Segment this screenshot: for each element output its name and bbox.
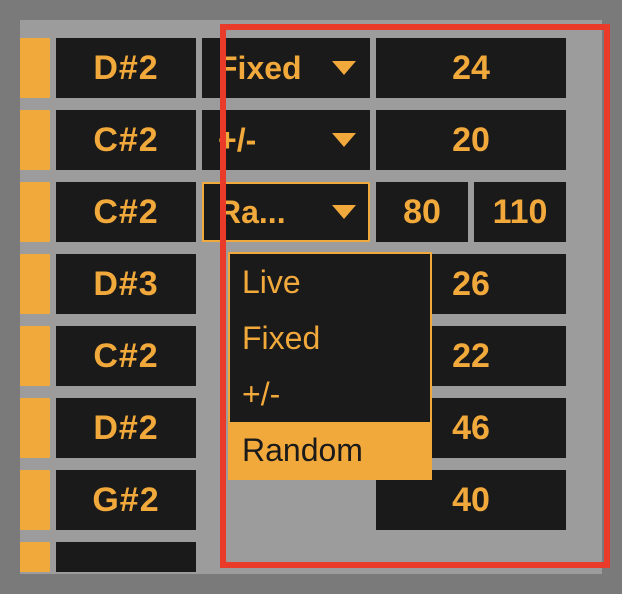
row-color-chip bbox=[20, 254, 50, 314]
note-cell[interactable]: D#3 bbox=[56, 254, 196, 314]
table-row: C#2 Ra... 80 110 bbox=[20, 182, 602, 242]
mode-dropdown-menu[interactable]: Live Fixed +/- Random bbox=[228, 252, 432, 480]
row-color-chip bbox=[20, 38, 50, 98]
table-row bbox=[20, 542, 602, 572]
row-color-chip bbox=[20, 398, 50, 458]
mode-dropdown[interactable]: +/- bbox=[202, 110, 370, 170]
row-color-chip bbox=[20, 326, 50, 386]
dropdown-option-fixed[interactable]: Fixed bbox=[230, 310, 430, 366]
note-cell[interactable]: C#2 bbox=[56, 110, 196, 170]
value-cell[interactable]: 20 bbox=[376, 110, 566, 170]
table-row: C#2 +/- 20 bbox=[20, 110, 602, 170]
value-max-cell[interactable]: 110 bbox=[474, 182, 566, 242]
note-cell[interactable]: C#2 bbox=[56, 182, 196, 242]
dropdown-option-plusminus[interactable]: +/- bbox=[230, 366, 430, 422]
editor-panel: D#2 Fixed 24 C#2 +/- 20 C#2 Ra... 80 110… bbox=[20, 20, 602, 574]
mode-label: +/- bbox=[218, 122, 324, 159]
row-color-chip bbox=[20, 470, 50, 530]
row-color-chip bbox=[20, 182, 50, 242]
mode-label: Fixed bbox=[218, 50, 324, 87]
mode-dropdown[interactable]: Fixed bbox=[202, 38, 370, 98]
chevron-down-icon bbox=[332, 133, 356, 147]
chevron-down-icon bbox=[332, 205, 356, 219]
note-cell[interactable]: C#2 bbox=[56, 326, 196, 386]
note-cell[interactable] bbox=[56, 542, 196, 572]
mode-label: Ra... bbox=[218, 194, 324, 231]
chevron-down-icon bbox=[332, 61, 356, 75]
mode-dropdown[interactable]: Ra... bbox=[202, 182, 370, 242]
row-color-chip bbox=[20, 542, 50, 572]
value-min-cell[interactable]: 80 bbox=[376, 182, 468, 242]
dropdown-option-random[interactable]: Random bbox=[230, 422, 430, 478]
table-row: D#2 Fixed 24 bbox=[20, 38, 602, 98]
value-cell[interactable]: 24 bbox=[376, 38, 566, 98]
dropdown-option-live[interactable]: Live bbox=[230, 254, 430, 310]
row-color-chip bbox=[20, 110, 50, 170]
note-cell[interactable]: G#2 bbox=[56, 470, 196, 530]
note-cell[interactable]: D#2 bbox=[56, 38, 196, 98]
note-cell[interactable]: D#2 bbox=[56, 398, 196, 458]
